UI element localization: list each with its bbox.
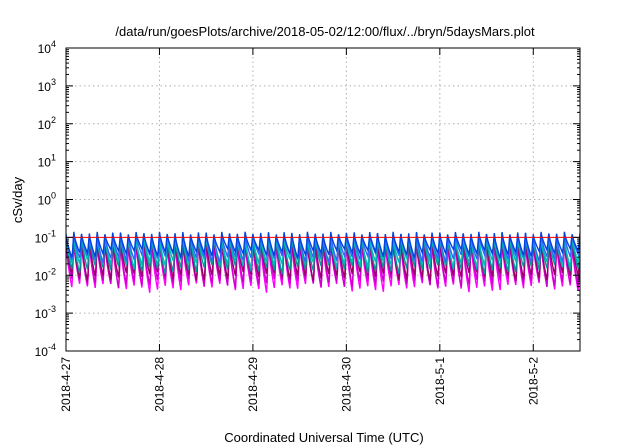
axis-ticks — [65, 47, 580, 352]
data-series — [66, 231, 580, 293]
chart-title: /data/run/goesPlots/archive/2018-05-02/1… — [115, 24, 535, 39]
y-tick-base: 10 — [38, 194, 52, 208]
y-tick-base: 10 — [35, 269, 49, 283]
x-tick-label: 2018-5-2 — [526, 357, 540, 405]
x-tick-label: 2018-5-1 — [433, 357, 447, 405]
x-tick-label: 2018-4-27 — [59, 357, 73, 412]
y-tick-label: 104 — [38, 39, 56, 56]
y-tick-exponent: 1 — [51, 153, 56, 163]
x-tick-label: 2018-4-30 — [339, 357, 353, 412]
y-tick-base: 10 — [35, 307, 49, 321]
y-tick-exponent: -2 — [48, 266, 56, 276]
y-tick-exponent: -3 — [48, 304, 56, 314]
x-axis-label: Coordinated Universal Time (UTC) — [224, 430, 423, 445]
y-tick-base: 10 — [38, 118, 52, 132]
x-tick-labels: 2018-4-27 2018-4-28 2018-4-29 2018-4-30 2018… — [59, 357, 540, 412]
x-tick-label: 2018-4-29 — [246, 357, 260, 412]
y-tick-base: 10 — [35, 231, 49, 245]
y-tick-label: 10-2 — [35, 266, 56, 283]
y-tick-exponent: -4 — [48, 342, 56, 352]
y-tick-base: 10 — [38, 80, 52, 94]
y-tick-base: 10 — [38, 42, 52, 56]
y-tick-label: 100 — [38, 191, 56, 208]
y-tick-exponent: 4 — [51, 39, 56, 49]
grid-lines — [66, 48, 580, 351]
y-tick-exponent: 0 — [51, 191, 56, 201]
y-tick-label: 102 — [38, 115, 56, 132]
y-tick-base: 10 — [35, 345, 49, 359]
y-tick-label: 10-1 — [35, 228, 56, 245]
y-tick-exponent: -1 — [48, 228, 56, 238]
y-tick-label: 103 — [38, 77, 56, 94]
y-tick-label: 10-4 — [35, 342, 56, 359]
x-tick-label: 2018-4-28 — [152, 357, 166, 412]
series-line — [66, 231, 580, 259]
y-tick-label: 10-3 — [35, 304, 56, 321]
y-tick-exponent: 2 — [51, 115, 56, 125]
y-tick-base: 10 — [38, 156, 52, 170]
y-axis-label: cSv/day — [10, 176, 25, 223]
y-tick-label: 101 — [38, 153, 56, 170]
y-tick-exponent: 3 — [51, 77, 56, 87]
